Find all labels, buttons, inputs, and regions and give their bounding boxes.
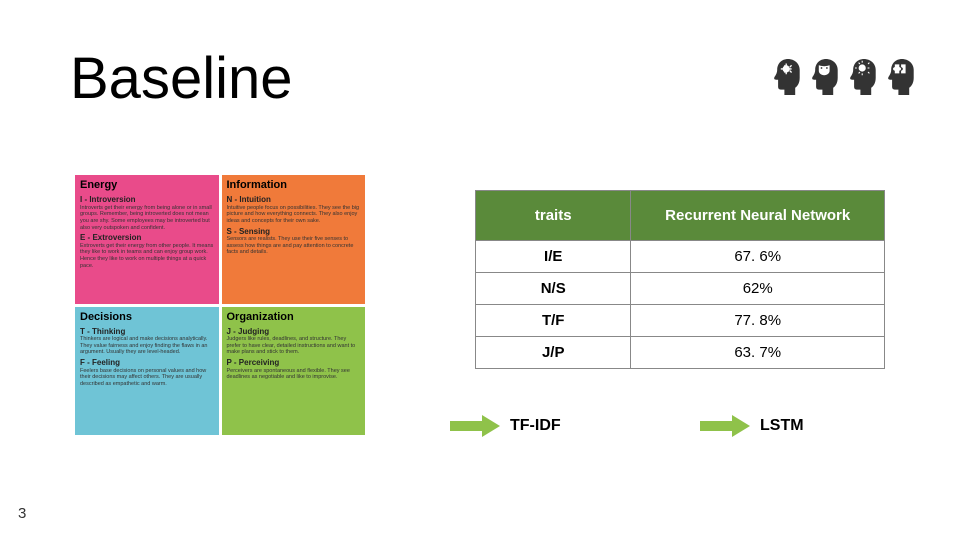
table-row: I/E67. 6% bbox=[476, 241, 885, 273]
mbti-quadrant: Energy I - Introversion Introverts get t… bbox=[75, 175, 365, 435]
quadrant-sub: S - Sensing bbox=[227, 227, 361, 237]
quadrant-sub: J - Judging bbox=[227, 327, 361, 337]
table-row: J/P63. 7% bbox=[476, 337, 885, 369]
quadrant-body: Feelers base decisions on personal value… bbox=[80, 368, 214, 388]
table-cell: T/F bbox=[476, 305, 631, 337]
page-title: Baseline bbox=[70, 45, 292, 112]
quadrant-title: Information bbox=[227, 179, 361, 192]
quadrant-sub: P - Perceiving bbox=[227, 358, 361, 368]
table-header-cell: traits bbox=[476, 191, 631, 241]
quadrant-information: Information N - Intuition Intuitive peop… bbox=[222, 175, 366, 304]
quadrant-organization: Organization J - Judging Judgers like ru… bbox=[222, 307, 366, 436]
quadrant-sub: T - Thinking bbox=[80, 327, 214, 337]
table-row: N/S62% bbox=[476, 273, 885, 305]
quadrant-body: Introverts get their energy from being a… bbox=[80, 205, 214, 231]
quadrant-sub: F - Feeling bbox=[80, 358, 214, 368]
quadrant-body: Sensors are realists. They use their fiv… bbox=[227, 236, 361, 256]
quadrant-body: Judgers like rules, deadlines, and struc… bbox=[227, 336, 361, 356]
table-cell: J/P bbox=[476, 337, 631, 369]
quadrant-energy: Energy I - Introversion Introverts get t… bbox=[75, 175, 219, 304]
table-cell: 77. 8% bbox=[631, 305, 885, 337]
arrow-text: LSTM bbox=[760, 417, 804, 435]
arrow-text: TF-IDF bbox=[510, 417, 561, 435]
quadrant-sub: N - Intuition bbox=[227, 195, 361, 205]
quadrant-decisions: Decisions T - Thinking Thinkers are logi… bbox=[75, 307, 219, 436]
table-cell: 62% bbox=[631, 273, 885, 305]
head-masks-icon bbox=[808, 55, 844, 99]
quadrant-body: Thinkers are logical and make decisions … bbox=[80, 336, 214, 356]
arrow-label-right: LSTM bbox=[700, 415, 804, 437]
head-puzzle-icon bbox=[884, 55, 920, 99]
quadrant-body: Perceivers are spontaneous and flexible.… bbox=[227, 368, 361, 381]
quadrant-body: Intuitive people focus on possibilities.… bbox=[227, 205, 361, 225]
arrow-label-left: TF-IDF bbox=[450, 415, 561, 437]
table-row: T/F77. 8% bbox=[476, 305, 885, 337]
quadrant-title: Decisions bbox=[80, 311, 214, 324]
page-number: 3 bbox=[18, 505, 26, 522]
header-icon-row bbox=[770, 55, 920, 99]
arrow-icon bbox=[700, 415, 750, 437]
quadrant-body: Extroverts get their energy from other p… bbox=[80, 243, 214, 269]
table-header-cell: Recurrent Neural Network bbox=[631, 191, 885, 241]
quadrant-sub: I - Introversion bbox=[80, 195, 214, 205]
quadrant-sub: E - Extroversion bbox=[80, 233, 214, 243]
table-header-row: traits Recurrent Neural Network bbox=[476, 191, 885, 241]
quadrant-title: Organization bbox=[227, 311, 361, 324]
arrow-icon bbox=[450, 415, 500, 437]
quadrant-title: Energy bbox=[80, 179, 214, 192]
table-cell: N/S bbox=[476, 273, 631, 305]
head-bulb-icon bbox=[846, 55, 882, 99]
table-cell: 63. 7% bbox=[631, 337, 885, 369]
table-cell: I/E bbox=[476, 241, 631, 273]
head-gear-icon bbox=[770, 55, 806, 99]
table-cell: 67. 6% bbox=[631, 241, 885, 273]
results-table: traits Recurrent Neural Network I/E67. 6… bbox=[475, 190, 885, 369]
